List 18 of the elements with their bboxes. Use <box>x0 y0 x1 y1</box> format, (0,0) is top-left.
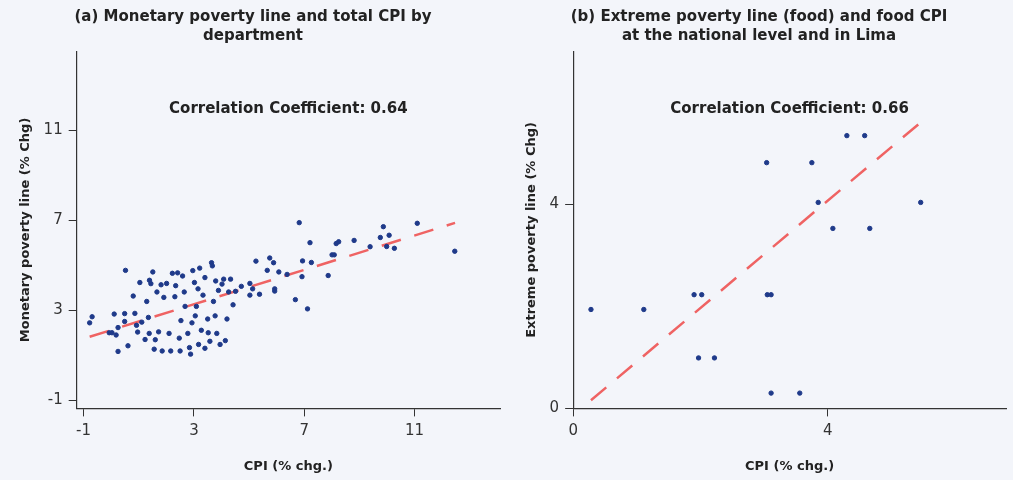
chart-title: (b) Extreme poverty line (food) and food CPI at the national level and in Lima <box>570 7 948 45</box>
x-tick-label: 11 <box>404 421 425 440</box>
y-tick-label: 3 <box>53 300 63 319</box>
y-tick-label: 7 <box>53 210 63 229</box>
y-axis-title: Extreme poverty line (% Chg) <box>523 122 539 338</box>
x-tick-label: 3 <box>189 421 199 440</box>
x-axis-title: CPI (% chg.) <box>745 457 835 473</box>
annotation: Correlation Coefficient: 0.64 <box>169 99 408 118</box>
y-tick-label: -1 <box>47 390 63 409</box>
annotation: Correlation Coefficient: 0.66 <box>670 99 909 118</box>
y-axis-title: Monetary poverty line (% Chg) <box>17 117 33 343</box>
y-tick-label: 11 <box>43 120 63 139</box>
x-tick-label: 0 <box>568 421 578 440</box>
x-tick-label: -1 <box>76 421 92 440</box>
x-tick-label: 7 <box>299 421 309 440</box>
chart-title: (a) Monetary poverty line and total CPI by department <box>74 7 432 45</box>
x-tick-label: 4 <box>822 421 833 440</box>
x-axis-title: CPI (% chg.) <box>243 457 333 473</box>
